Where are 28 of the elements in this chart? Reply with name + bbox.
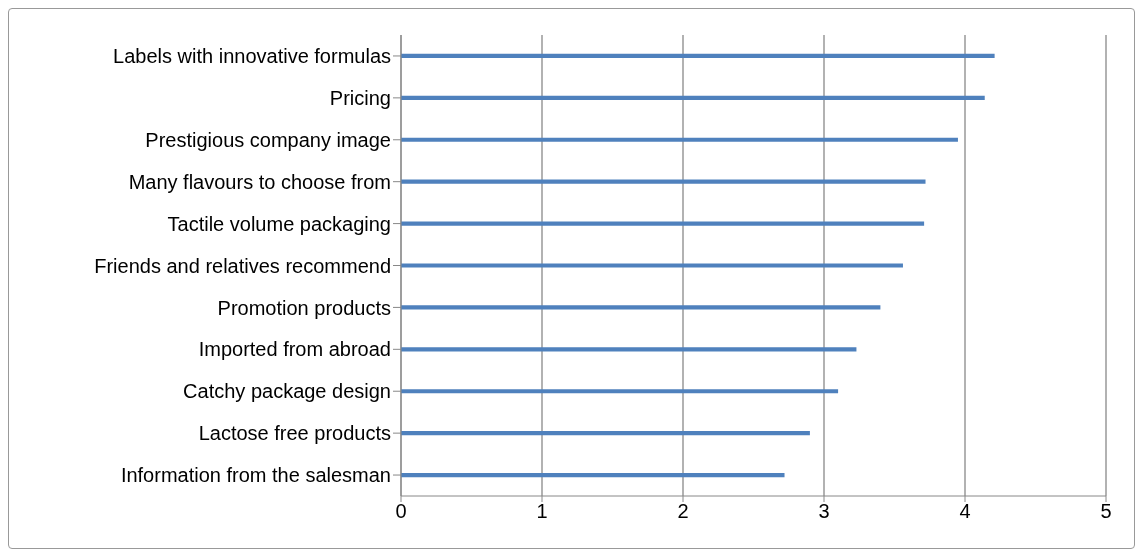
x-tick-label: 5 <box>1100 500 1112 523</box>
x-tick-label: 1 <box>536 500 548 523</box>
bar <box>401 95 985 100</box>
y-tick-label: Promotion products <box>217 296 391 319</box>
bar <box>401 53 995 59</box>
y-tick-label: Pricing <box>329 86 391 109</box>
bar <box>401 221 925 226</box>
y-tick-label: Labels with innovative formulas <box>113 45 391 68</box>
x-tick-label: 2 <box>677 500 689 523</box>
bar <box>401 347 857 352</box>
y-tick-label: Catchy package design <box>183 380 391 403</box>
y-tick-label: Prestigious company image <box>145 128 391 151</box>
x-tick-label: 0 <box>395 500 407 523</box>
y-tick-label: Lactose free products <box>198 422 391 445</box>
bar <box>401 263 903 268</box>
bar <box>401 431 810 436</box>
x-tick-label: 3 <box>818 500 830 523</box>
y-tick-label: Information from the salesman <box>120 464 391 487</box>
y-tick-label: Many flavours to choose from <box>128 170 391 193</box>
bar <box>401 472 785 478</box>
y-tick-label: Friends and relatives recommend <box>94 254 391 277</box>
x-tick-label: 4 <box>959 500 971 523</box>
y-tick-label: Imported from abroad <box>198 338 391 361</box>
bar <box>401 179 926 184</box>
y-tick-label: Tactile volume packaging <box>167 212 391 235</box>
bar <box>401 305 881 310</box>
bar <box>401 389 839 394</box>
bar <box>401 137 958 142</box>
